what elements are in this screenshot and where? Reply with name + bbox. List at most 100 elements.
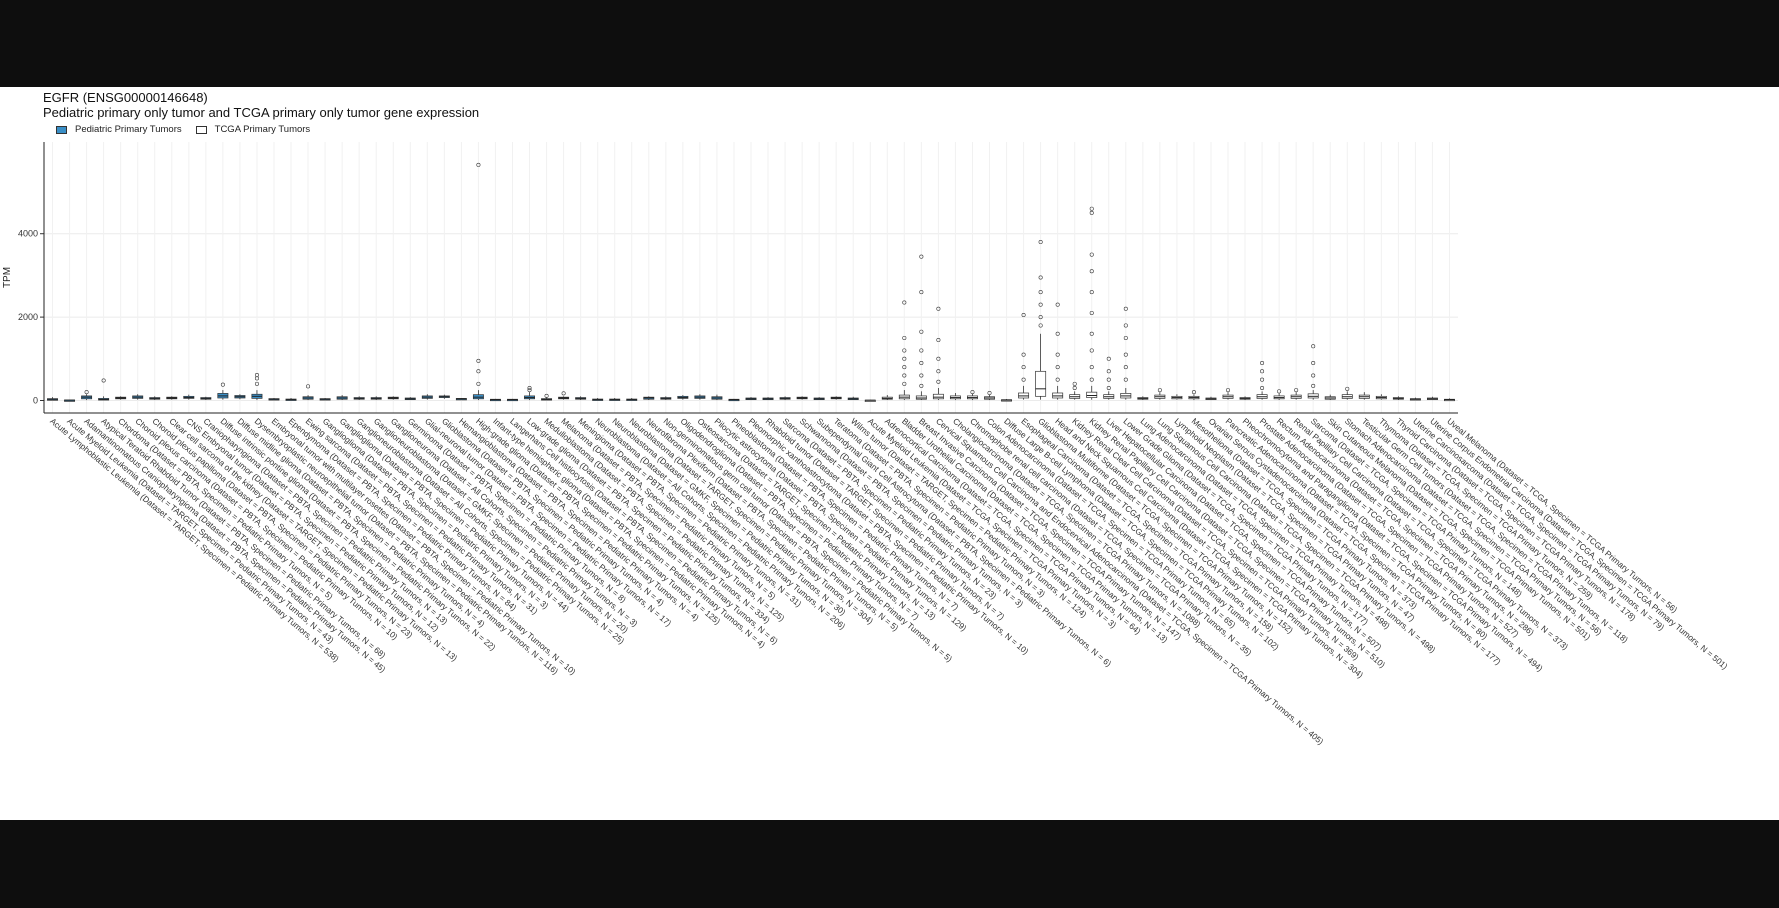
outlier-point	[476, 358, 481, 363]
outlier-point	[1260, 377, 1265, 382]
outlier-point	[1038, 302, 1043, 307]
box-tcga	[1086, 391, 1098, 398]
outlier-point	[1072, 385, 1077, 390]
outlier-point	[527, 388, 532, 393]
outlier-point	[1072, 381, 1077, 386]
y-axis-label: TPM	[2, 267, 13, 288]
outlier-point	[544, 393, 549, 398]
outlier-point	[902, 373, 907, 378]
outlier-point	[561, 391, 566, 396]
outlier-point	[919, 373, 924, 378]
legend-label-tcga: TCGA Primary Tumors	[214, 124, 311, 135]
outlier-point	[1038, 275, 1043, 280]
outlier-point	[1311, 360, 1316, 365]
y-tick-label: 0	[33, 395, 38, 405]
outlier-point	[84, 390, 89, 395]
outlier-point	[1021, 352, 1026, 357]
outlier-point	[1260, 369, 1265, 374]
outlier-point	[1277, 389, 1282, 394]
y-tick-label: 4000	[18, 229, 38, 239]
outlier-point	[1123, 335, 1128, 340]
outlier-point	[902, 356, 907, 361]
outlier-point	[1055, 352, 1060, 357]
chart-legend: Pediatric Primary Tumors TCGA Primary Tu…	[56, 124, 324, 135]
outlier-point	[1089, 206, 1094, 211]
legend-key-tcga	[195, 125, 207, 134]
outlier-point	[1089, 290, 1094, 295]
outlier-point	[1038, 315, 1043, 320]
outlier-point	[1055, 331, 1060, 336]
outlier-point	[1123, 352, 1128, 357]
outlier-point	[902, 335, 907, 340]
outlier-point	[1106, 369, 1111, 374]
outlier-point	[1294, 388, 1299, 393]
outlier-point	[1157, 388, 1162, 393]
outlier-point	[1106, 356, 1111, 361]
outlier-point	[1123, 323, 1128, 328]
box-tcga	[1035, 370, 1047, 397]
outlier-point	[919, 290, 924, 295]
outlier-point	[1260, 385, 1265, 390]
outlier-point	[936, 356, 941, 361]
outlier-point	[936, 338, 941, 343]
outlier-point	[476, 381, 481, 386]
outlier-point	[1021, 313, 1026, 318]
legend-label-pediatric: Pediatric Primary Tumors	[75, 124, 182, 135]
outlier-point	[1260, 360, 1265, 365]
outlier-point	[919, 254, 924, 259]
outlier-point	[1106, 385, 1111, 390]
outlier-point	[101, 378, 106, 383]
outlier-point	[902, 381, 907, 386]
outlier-point	[902, 300, 907, 305]
outlier-point	[1038, 290, 1043, 295]
chart-title: EGFR (ENSG00000146648)	[43, 90, 208, 105]
outlier-point	[1021, 377, 1026, 382]
outlier-point	[1055, 377, 1060, 382]
outlier-point	[902, 365, 907, 370]
outlier-point	[1123, 365, 1128, 370]
box-tcga	[932, 393, 944, 400]
outlier-point	[902, 348, 907, 353]
outlier-point	[987, 390, 992, 395]
outlier-point	[1055, 365, 1060, 370]
outlier-point	[1311, 344, 1316, 349]
outlier-point	[1345, 386, 1350, 391]
outlier-point	[936, 379, 941, 384]
outlier-point	[527, 385, 532, 390]
outlier-point	[1089, 269, 1094, 274]
outlier-point	[1123, 306, 1128, 311]
outlier-point	[1021, 365, 1026, 370]
outlier-point	[1191, 390, 1196, 395]
outlier-point	[970, 390, 975, 395]
outlier-point	[1123, 377, 1128, 382]
outlier-point	[1089, 310, 1094, 315]
outlier-point	[1089, 331, 1094, 336]
legend-key-pediatric	[56, 125, 67, 134]
outlier-point	[919, 383, 924, 388]
outlier-point	[220, 382, 225, 387]
outlier-point	[1226, 388, 1231, 393]
outlier-point	[1311, 373, 1316, 378]
outlier-point	[1089, 348, 1094, 353]
outlier-point	[1055, 302, 1060, 307]
chart-figure: EGFR (ENSG00000146648) Pediatric primary…	[0, 87, 1779, 820]
outlier-point	[1038, 323, 1043, 328]
outlier-point	[476, 369, 481, 374]
outlier-point	[936, 369, 941, 374]
outlier-point	[1089, 365, 1094, 370]
outlier-point	[919, 348, 924, 353]
legend-item-pediatric: Pediatric Primary Tumors	[56, 124, 182, 135]
outlier-point	[254, 381, 259, 386]
outlier-point	[919, 329, 924, 334]
legend-item-tcga: TCGA Primary Tumors	[195, 124, 311, 135]
outlier-point	[476, 162, 481, 167]
outlier-point	[306, 384, 311, 389]
outlier-point	[1089, 252, 1094, 257]
outlier-point	[1106, 377, 1111, 382]
outlier-point	[1089, 377, 1094, 382]
outlier-point	[254, 373, 259, 378]
outlier-point	[936, 306, 941, 311]
outlier-point	[919, 360, 924, 365]
outlier-point	[1311, 383, 1316, 388]
